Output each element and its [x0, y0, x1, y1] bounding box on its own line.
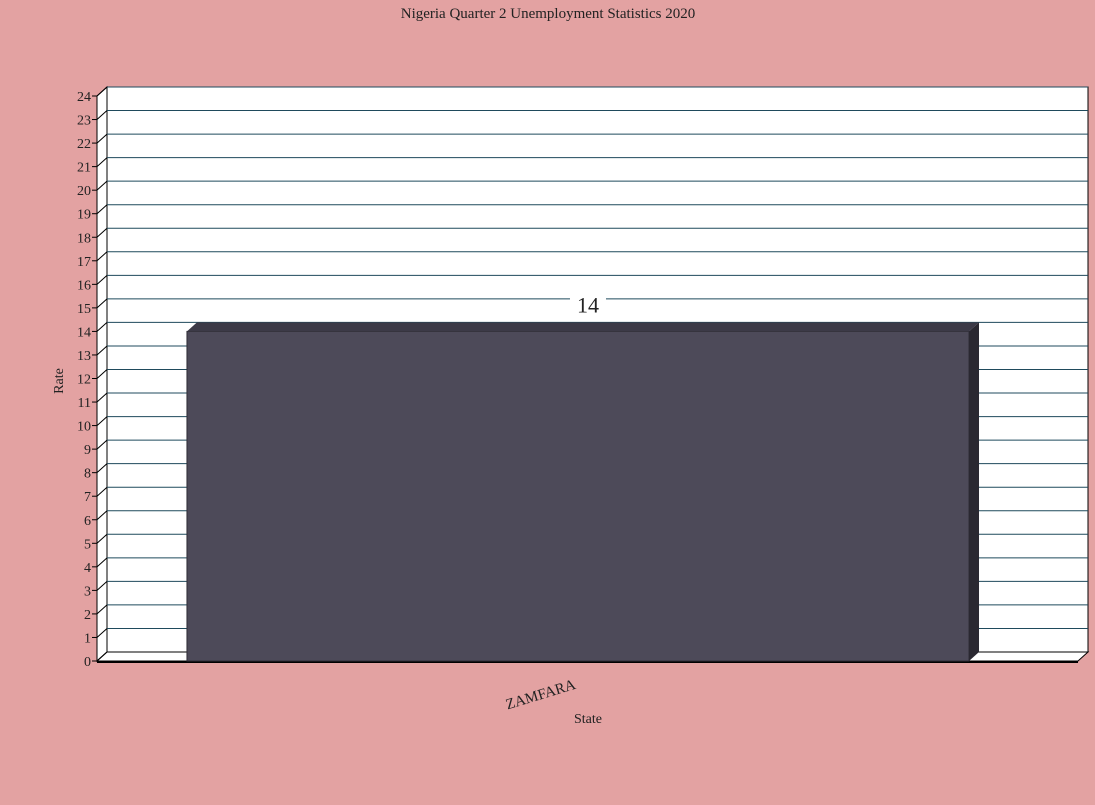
data-label: 14: [577, 292, 599, 317]
y-tick-label: 23: [77, 114, 91, 129]
y-tick-label: 1: [84, 631, 91, 646]
gridline-side: [96, 110, 108, 120]
gridline-side: [96, 486, 108, 497]
y-tick-label: 13: [77, 349, 91, 364]
gridline-side: [96, 345, 108, 356]
y-tick-label: 19: [77, 208, 91, 223]
bar[interactable]: [186, 330, 970, 662]
gridline-side: [96, 651, 108, 662]
y-tick-label: 18: [77, 231, 91, 246]
y-tick-label: 10: [77, 420, 91, 435]
y-tick-label: 24: [77, 90, 91, 105]
y-tick-label: 15: [77, 302, 91, 317]
gridline-side: [96, 416, 108, 426]
bar-side: [969, 322, 980, 661]
y-tick-label: 9: [84, 443, 91, 458]
y-tick-label: 7: [84, 490, 91, 505]
gridline-side: [96, 133, 108, 144]
data-label-background: [569, 290, 606, 320]
gridline-side: [96, 628, 108, 638]
gridline-side: [96, 557, 108, 568]
gridline-side: [96, 227, 108, 238]
gridline-side: [96, 322, 108, 332]
y-tick-label: 12: [77, 373, 91, 388]
gridline-side: [96, 157, 108, 167]
y-tick-label: 5: [84, 537, 91, 552]
y-axis-label: Rate: [52, 368, 67, 394]
y-tick-label: 17: [77, 255, 91, 270]
gridline-side: [96, 392, 108, 403]
plot-area: 0123456789101112131415161718192021222324…: [77, 85, 1090, 713]
gridline-side: [96, 604, 108, 615]
y-tick-label: 11: [78, 396, 91, 411]
gridline-side: [96, 86, 108, 97]
gridline-side: [96, 298, 108, 309]
x-axis-label: State: [574, 712, 602, 727]
y-tick-label: 0: [84, 655, 91, 670]
gridline-side: [96, 439, 108, 450]
x-tick-label: ZAMFARA: [504, 677, 578, 713]
y-tick-label: 4: [84, 561, 91, 576]
gridline-side: [96, 274, 108, 285]
y-tick-label: 8: [84, 467, 91, 482]
y-tick-label: 2: [84, 608, 91, 623]
y-tick-label: 6: [84, 514, 91, 529]
gridline-side: [96, 581, 108, 591]
y-tick-label: 20: [77, 184, 91, 199]
gridline-side: [96, 510, 108, 521]
gridline-side: [96, 204, 108, 215]
chart-title: Nigeria Quarter 2 Unemployment Statistic…: [401, 6, 696, 22]
bar-top: [186, 322, 980, 332]
gridline-side: [96, 251, 108, 262]
gridline-side: [96, 180, 108, 191]
y-tick-label: 3: [84, 584, 91, 599]
y-tick-label: 21: [77, 161, 91, 176]
gridline-side: [96, 463, 108, 474]
gridline-side: [96, 533, 108, 544]
y-tick-label: 16: [77, 278, 91, 293]
gridline-side: [96, 369, 108, 379]
y-tick-label: 22: [77, 137, 91, 152]
y-tick-label: 14: [77, 325, 91, 340]
